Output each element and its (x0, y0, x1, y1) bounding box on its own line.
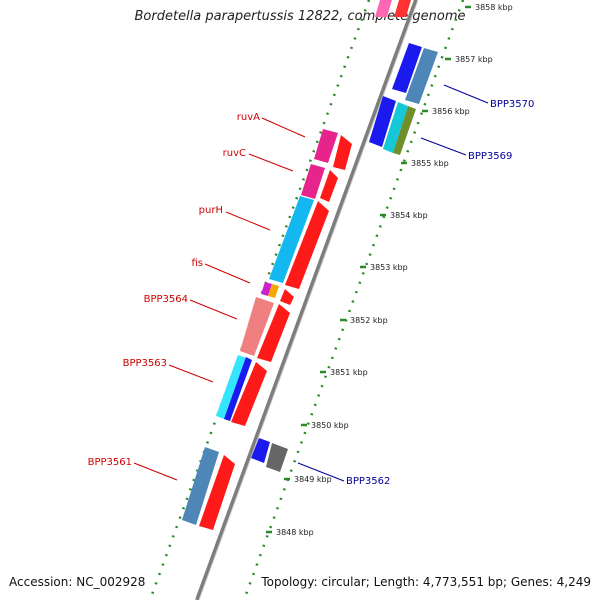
gene-label-bpp3563[interactable]: BPP3563 (123, 358, 167, 369)
gene-bpp3569-blue[interactable] (369, 96, 416, 155)
leader-bpp3562 (297, 462, 345, 482)
gene-label-fis[interactable]: fis (191, 258, 203, 269)
gene-label-ruva[interactable]: ruvA (237, 112, 260, 123)
kbp-label: 3851 kbp (330, 368, 368, 377)
gene-bpp3562[interactable] (251, 438, 288, 472)
gene-bpp3564[interactable] (240, 297, 290, 362)
kbp-label: 3856 kbp (432, 107, 470, 116)
kbp-label: 3855 kbp (411, 159, 449, 168)
kbp-label: 3858 kbp (475, 3, 513, 12)
gene-label-bpp3569[interactable]: BPP3569 (468, 151, 512, 162)
leader-bpp3570 (443, 84, 489, 104)
gene-label-bpp3570[interactable]: BPP3570 (490, 99, 534, 110)
gene-purh[interactable] (269, 196, 329, 289)
kbp-label: 3854 kbp (390, 211, 428, 220)
leader-bpp3561 (133, 462, 178, 481)
gene-bpp3561[interactable] (182, 447, 235, 530)
gene-top-pink[interactable] (375, 0, 411, 17)
leader-ruvc (248, 153, 294, 172)
genome-backbone (195, 0, 418, 600)
leader-ruva (261, 117, 306, 138)
leader-bpp3563 (168, 364, 214, 383)
tick-track-right (242, 0, 465, 600)
leader-fis (204, 263, 251, 284)
accession-label: Accession: NC_002928 (9, 575, 146, 589)
leader-bpp3564 (189, 299, 238, 320)
kbp-label: 3849 kbp (294, 475, 332, 484)
kbp-label: 3850 kbp (311, 421, 349, 430)
gene-label-ruvc[interactable]: ruvC (223, 148, 246, 159)
gene-label-bpp3561[interactable]: BPP3561 (88, 457, 132, 468)
gene-ruvc[interactable] (301, 164, 338, 202)
gene-bpp3570-blue[interactable] (392, 43, 438, 104)
gene-label-bpp3564[interactable]: BPP3564 (144, 294, 188, 305)
topology-label: Topology: circular; Length: 4,773,551 bp… (261, 575, 591, 589)
genome-backbone-highlight (198, 0, 419, 600)
gene-label-purh[interactable]: purH (199, 205, 223, 216)
kbp-label: 3848 kbp (276, 528, 314, 537)
kbp-label: 3853 kbp (370, 263, 408, 272)
kbp-label: 3852 kbp (350, 316, 388, 325)
gene-label-bpp3562[interactable]: BPP3562 (346, 476, 390, 487)
kbp-label: 3857 kbp (455, 55, 493, 64)
leader-purh (225, 211, 271, 231)
gene-bpp3563[interactable] (216, 355, 267, 426)
gene-ruva[interactable] (314, 129, 352, 170)
gene-fis[interactable] (261, 282, 294, 305)
leader-bpp3569 (420, 137, 467, 156)
